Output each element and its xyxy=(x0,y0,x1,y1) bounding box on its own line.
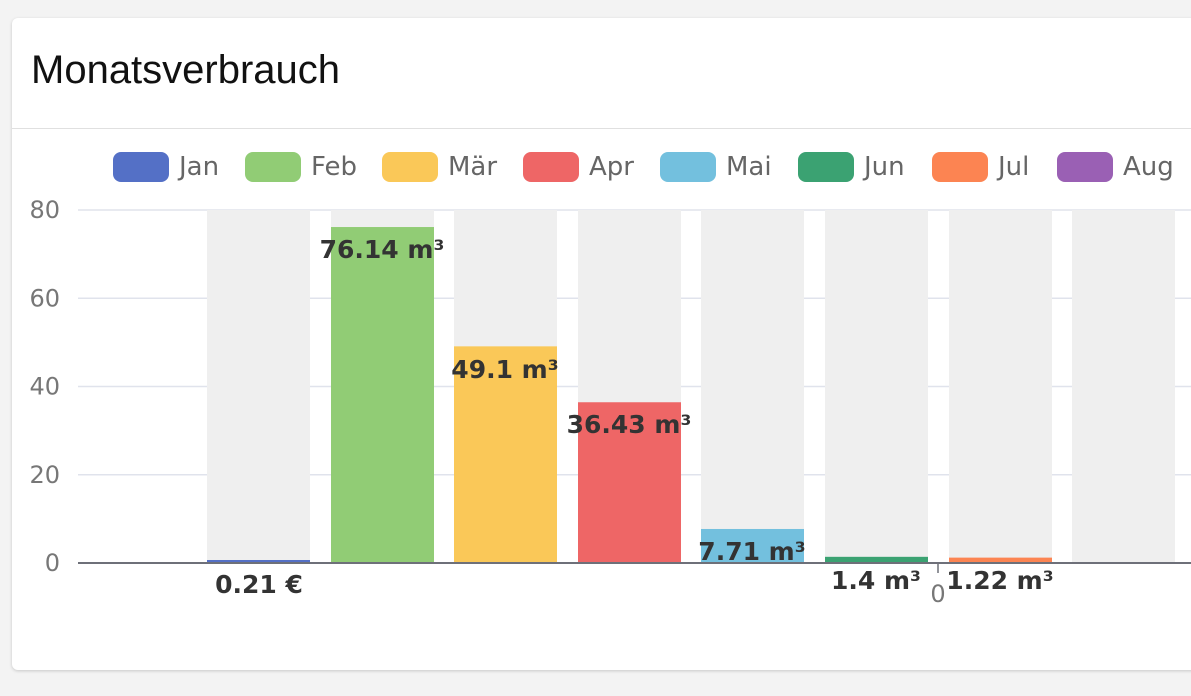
legend-swatch-feb[interactable] xyxy=(245,152,301,182)
bar-mai[interactable] xyxy=(701,528,804,563)
legend-label-jan[interactable]: Jan xyxy=(177,152,219,182)
y-tick-label-60: 60 xyxy=(29,284,60,312)
y-tick-label-80: 80 xyxy=(29,196,60,224)
legend-swatch-jun[interactable] xyxy=(798,152,854,182)
legend-swatch-mär[interactable] xyxy=(382,152,438,182)
x-axis-extra-label: 0 xyxy=(930,580,945,608)
legend-label-mär[interactable]: Mär xyxy=(448,152,497,182)
bar-jul[interactable] xyxy=(949,557,1052,563)
y-tick-label-20: 20 xyxy=(29,461,60,489)
y-tick-label-0: 0 xyxy=(45,549,60,577)
bar-apr[interactable] xyxy=(578,402,681,563)
legend-label-feb[interactable]: Feb xyxy=(311,152,357,182)
legend-label-mai[interactable]: Mai xyxy=(726,152,772,182)
bar-mär[interactable] xyxy=(454,346,557,563)
bar-background-aug xyxy=(1072,210,1175,563)
legend-label-aug[interactable]: Aug xyxy=(1123,152,1174,182)
bar-background-jan xyxy=(207,210,310,563)
bar-jun[interactable] xyxy=(825,556,928,563)
value-label-apr: 36.43 m³ xyxy=(567,410,692,439)
legend-swatch-jul[interactable] xyxy=(932,152,988,182)
value-label-jul: 1.22 m³ xyxy=(946,566,1053,595)
value-label-mär: 49.1 m³ xyxy=(451,355,558,384)
value-label-jan: 0.21 € xyxy=(215,570,303,599)
card-header: Monatsverbrauch xyxy=(12,18,1191,129)
value-label-mai: 7.71 m³ xyxy=(698,537,805,566)
legend-swatch-apr[interactable] xyxy=(523,152,579,182)
legend-label-apr[interactable]: Apr xyxy=(589,152,634,182)
legend-swatch-mai[interactable] xyxy=(660,152,716,182)
value-label-feb: 76.14 m³ xyxy=(320,235,445,264)
legend-swatch-jan[interactable] xyxy=(113,152,169,182)
legend-swatch-aug[interactable] xyxy=(1057,152,1113,182)
bar-feb[interactable] xyxy=(331,227,434,563)
bar-background-jun xyxy=(825,210,928,563)
legend-label-jul[interactable]: Jul xyxy=(996,152,1029,182)
legend-label-jun[interactable]: Jun xyxy=(862,152,905,182)
value-label-jun: 1.4 m³ xyxy=(831,566,921,595)
bar-background-mai xyxy=(701,210,804,563)
bar-jan[interactable] xyxy=(207,560,310,563)
bar-background-jul xyxy=(949,210,1052,563)
card-title: Monatsverbrauch xyxy=(31,48,341,92)
y-tick-label-40: 40 xyxy=(29,373,60,401)
